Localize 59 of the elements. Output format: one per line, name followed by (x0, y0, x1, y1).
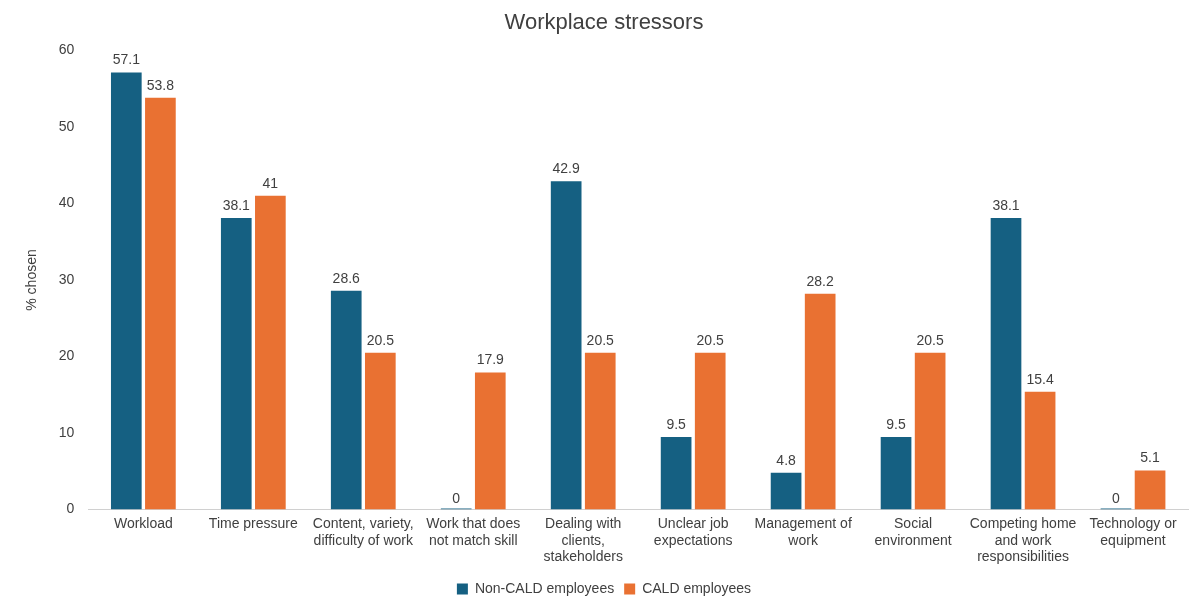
chart-title: Workplace stressors (504, 9, 704, 35)
data-label: 20.5 (696, 331, 725, 348)
data-label: 42.9 (552, 160, 580, 177)
y-tick-label: 10 (58, 423, 75, 440)
data-label: 38.1 (992, 196, 1020, 213)
x-tick-label: Dealing with clients, stakeholders (543, 514, 623, 565)
data-label: 53.8 (146, 76, 175, 93)
data-label: 28.2 (806, 272, 835, 289)
bar (804, 293, 836, 510)
x-tick-label: Work that does not match skill (426, 514, 521, 548)
x-tick-label: Social environment (874, 514, 952, 548)
data-label: 38.1 (222, 196, 251, 213)
data-label: 0 (1112, 490, 1121, 507)
data-label: 20.5 (916, 331, 944, 348)
data-label: 4.8 (776, 451, 797, 468)
bar (330, 290, 362, 510)
data-label: 5.1 (1140, 449, 1160, 466)
legend-label: Non-CALD employees (474, 579, 615, 596)
bar (990, 218, 1022, 510)
bar (550, 181, 582, 510)
y-tick-label: 20 (58, 347, 75, 364)
data-label: 41 (262, 174, 279, 191)
x-tick-label: Technology or equipment (1089, 514, 1177, 548)
bar (145, 97, 176, 510)
data-label: 17.9 (476, 351, 505, 368)
bar (914, 352, 946, 510)
data-label: 0 (452, 490, 461, 507)
y-axis-title: % chosen (23, 249, 40, 311)
bar (1134, 470, 1166, 510)
y-tick-label: 60 (58, 41, 75, 58)
data-label: 9.5 (666, 415, 687, 432)
y-tick-label: 30 (58, 270, 75, 287)
x-tick-label: Content, variety, difficulty of work (312, 514, 414, 548)
y-tick-label: 0 (66, 500, 75, 517)
bar (1024, 391, 1056, 510)
x-tick-label: Management of work (754, 514, 852, 548)
bar (474, 372, 506, 510)
x-tick-label: Competing home and work responsibilities (969, 514, 1077, 565)
x-tick-label: Unclear job expectations (653, 514, 733, 548)
x-tick-label: Workload (113, 514, 173, 531)
data-label: 28.6 (332, 269, 361, 286)
bar (364, 352, 396, 510)
bar (255, 195, 286, 510)
data-label: 20.5 (586, 331, 615, 348)
y-tick-label: 40 (58, 194, 75, 211)
x-tick-label: Time pressure (208, 514, 298, 531)
y-tick-label: 50 (58, 117, 75, 134)
bar (694, 352, 726, 510)
bar (110, 72, 142, 510)
bar (220, 218, 252, 510)
data-label: 9.5 (886, 415, 906, 432)
legend-label: CALD employees (642, 579, 752, 596)
bar (770, 472, 802, 510)
data-label: 20.5 (366, 331, 395, 348)
data-label: 57.1 (112, 51, 141, 68)
bar (660, 436, 692, 510)
bar (584, 352, 616, 510)
bar (880, 436, 912, 510)
data-label: 15.4 (1026, 370, 1054, 387)
